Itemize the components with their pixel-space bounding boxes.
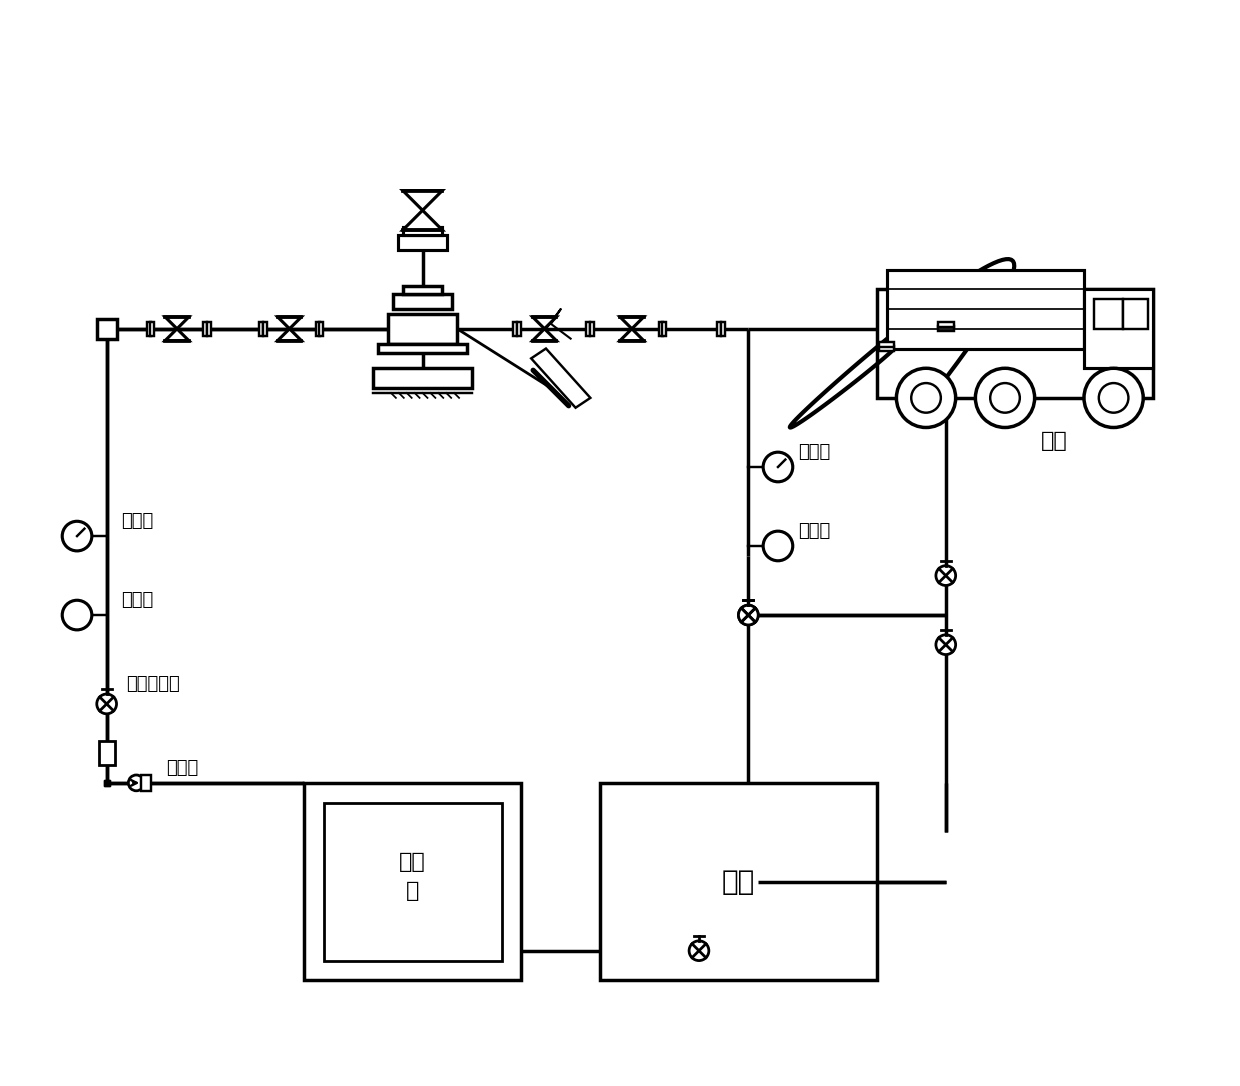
Circle shape (763, 531, 792, 560)
Bar (517, 321, 521, 336)
Bar (398, 235, 448, 250)
Bar (887, 269, 1084, 349)
Circle shape (689, 940, 709, 961)
Bar (97, 319, 117, 339)
Circle shape (936, 566, 956, 585)
Bar (203, 321, 207, 336)
Polygon shape (403, 211, 443, 230)
Bar (97, 320, 117, 337)
Circle shape (1099, 383, 1128, 413)
Circle shape (739, 605, 758, 624)
Bar (146, 321, 151, 336)
Bar (99, 742, 114, 766)
Bar (658, 321, 663, 336)
Bar (324, 803, 501, 961)
Text: 压力计: 压力计 (122, 513, 154, 530)
Polygon shape (620, 317, 644, 329)
Bar (316, 321, 320, 336)
Polygon shape (278, 317, 301, 329)
Text: 流量调节阀: 流量调节阀 (126, 675, 180, 693)
Bar (304, 783, 521, 981)
Bar (879, 342, 894, 346)
Text: 流量计: 流量计 (797, 522, 830, 540)
Polygon shape (165, 329, 188, 341)
Bar (662, 321, 666, 336)
Bar (1123, 299, 1148, 329)
Bar (1084, 289, 1153, 368)
Text: 过滤: 过滤 (722, 868, 755, 896)
Bar (378, 343, 467, 353)
Circle shape (62, 601, 92, 630)
Bar (600, 783, 877, 981)
Circle shape (976, 368, 1034, 428)
Bar (879, 346, 894, 351)
Polygon shape (620, 329, 644, 341)
Bar (937, 327, 954, 331)
Polygon shape (165, 317, 188, 329)
Circle shape (897, 368, 956, 428)
Polygon shape (403, 190, 443, 211)
Bar (1094, 299, 1123, 329)
Circle shape (97, 694, 117, 714)
Polygon shape (533, 317, 557, 329)
Bar (877, 289, 1153, 397)
Text: 流量计: 流量计 (122, 591, 154, 609)
Bar (141, 775, 151, 791)
Bar (403, 287, 443, 294)
Bar (717, 321, 722, 336)
Circle shape (911, 383, 941, 413)
Bar (403, 227, 443, 235)
Text: 压力计: 压力计 (797, 443, 830, 462)
Text: 泵: 泵 (405, 882, 419, 901)
Bar (373, 368, 472, 388)
Bar (263, 321, 267, 336)
Polygon shape (533, 329, 557, 341)
Bar (388, 314, 458, 343)
Bar (937, 323, 954, 327)
Circle shape (129, 775, 144, 791)
Text: 单流阀: 单流阀 (166, 759, 198, 776)
Bar (720, 321, 724, 336)
Bar (319, 321, 324, 336)
Circle shape (936, 635, 956, 655)
Polygon shape (531, 349, 590, 407)
Bar (513, 321, 517, 336)
Bar (259, 321, 263, 336)
Circle shape (763, 452, 792, 482)
Bar (589, 321, 594, 336)
Bar (207, 321, 211, 336)
Circle shape (1084, 368, 1143, 428)
Circle shape (62, 521, 92, 551)
Text: 罐车: 罐车 (1042, 431, 1068, 452)
Polygon shape (278, 329, 301, 341)
Circle shape (991, 383, 1019, 413)
Circle shape (739, 605, 758, 624)
Bar (587, 321, 590, 336)
Bar (150, 321, 155, 336)
Bar (393, 294, 453, 310)
Text: 注聚: 注聚 (399, 851, 427, 872)
